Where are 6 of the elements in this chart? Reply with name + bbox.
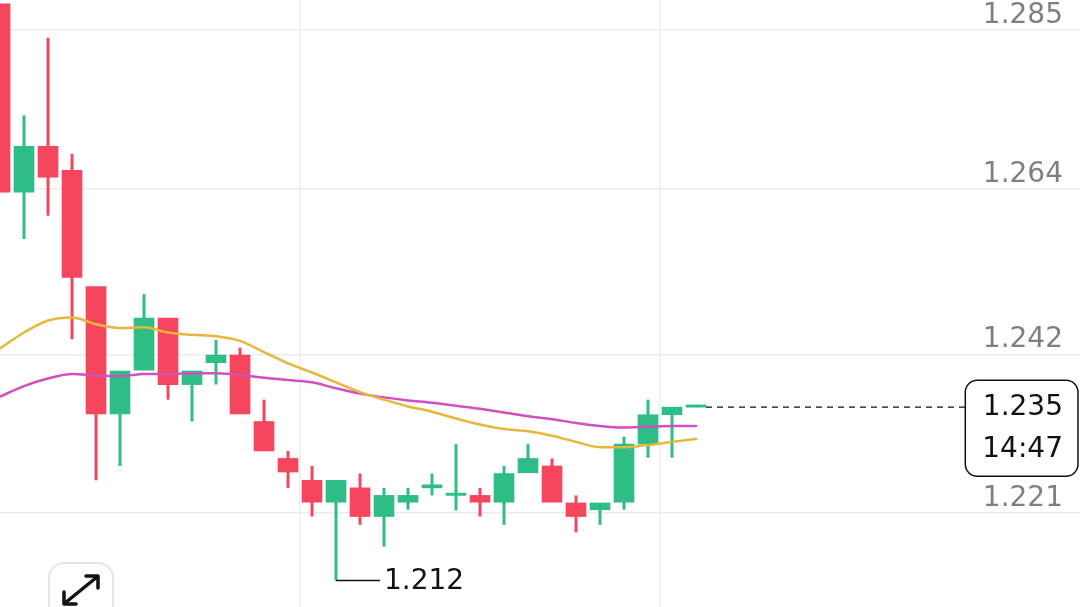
annotation: 1.212 [384, 562, 465, 596]
ref-line-label: 1.235 14:47 [982, 389, 1063, 465]
y-tick-label: 1.264 [982, 155, 1063, 189]
y-tick-label: 1.221 [982, 479, 1063, 513]
y-tick-label: 1.242 [982, 321, 1063, 355]
y-tick-label: 1.285 [982, 0, 1063, 31]
